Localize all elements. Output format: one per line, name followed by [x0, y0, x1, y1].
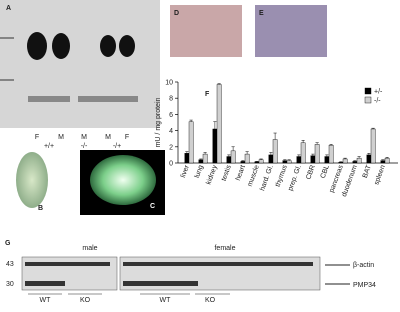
bar	[230, 150, 236, 164]
legend-label: +/-	[374, 89, 383, 96]
genotype: WT	[160, 297, 172, 304]
bar	[310, 155, 316, 164]
genotype: WT	[40, 297, 52, 304]
bar	[384, 157, 390, 164]
genotype: -/-	[81, 143, 88, 150]
bar	[258, 159, 264, 164]
bar	[188, 121, 194, 164]
bar	[216, 84, 222, 164]
genotype: KO	[80, 297, 91, 304]
x-tick-label: testis	[221, 164, 233, 182]
blot-bands	[25, 262, 313, 286]
bar	[286, 160, 292, 164]
panel-label: A	[6, 5, 11, 12]
panel-label: G	[5, 240, 11, 247]
panel-label: D	[174, 10, 179, 17]
bar	[212, 128, 218, 164]
bar	[296, 156, 302, 164]
bar	[272, 139, 278, 164]
y-tick-label: 0	[169, 161, 173, 168]
y-tick-label: 10	[165, 80, 173, 87]
y-tick-label: 8	[169, 96, 173, 103]
bar	[380, 160, 386, 164]
lane-label: M	[105, 134, 111, 141]
x-tick-label: prep. Gl.	[287, 164, 303, 192]
panel-label: E	[259, 10, 264, 17]
x-tick-label: CBR	[305, 164, 317, 180]
x-tick-label: BAT	[362, 164, 373, 179]
panel-label: C	[150, 203, 155, 210]
lane-label: M	[58, 134, 64, 141]
x-tick-label: spleen	[373, 164, 387, 186]
genotype: -/+	[113, 143, 121, 150]
bar	[282, 160, 288, 164]
group-label: male	[82, 245, 97, 252]
embryo	[90, 155, 156, 205]
bar	[268, 154, 274, 164]
bar	[352, 161, 358, 164]
bar	[314, 144, 320, 164]
bar	[356, 157, 362, 164]
y-tick-label: 4	[169, 128, 173, 135]
x-tick-label: lung	[194, 164, 205, 179]
panel-e	[255, 5, 327, 57]
legend-swatch	[364, 87, 372, 95]
panel-d	[170, 5, 242, 57]
blot-a	[0, 0, 160, 128]
lower-bands	[28, 96, 138, 102]
legend-swatch	[364, 96, 372, 104]
band-label: PMP34	[353, 282, 376, 289]
x-tick-label: liver	[180, 164, 191, 179]
bar	[300, 142, 306, 164]
size-marker: 30	[6, 281, 14, 288]
lane-label: F	[35, 134, 39, 141]
x-tick-label: muscle	[247, 164, 261, 187]
y-tick-label: 6	[169, 112, 173, 119]
lane-label: M	[81, 134, 87, 141]
bar	[244, 153, 250, 164]
bar	[184, 153, 190, 164]
bar	[324, 156, 330, 164]
x-tick-label: kidney	[205, 164, 219, 186]
genotype: KO	[205, 297, 216, 304]
y-tick-label: 2	[169, 144, 173, 151]
bar	[328, 144, 334, 164]
band-label: β-actin	[353, 262, 374, 269]
size-marker: 43	[6, 261, 14, 268]
bar	[202, 153, 208, 164]
embryo	[16, 152, 48, 208]
y-axis-label: mU / mg protein	[155, 97, 162, 147]
x-tick-label: hard. Gl.	[259, 164, 275, 192]
bands	[27, 32, 135, 60]
bar	[338, 161, 344, 164]
bar	[370, 128, 376, 164]
x-tick-label: heart	[235, 164, 247, 181]
group-label: female	[214, 245, 235, 252]
panel-label: F	[205, 91, 210, 98]
genotype: +/+	[44, 143, 54, 150]
legend-label: -/-	[374, 98, 381, 105]
bar	[342, 158, 348, 164]
bar	[366, 154, 372, 164]
x-tick-label: thymus	[275, 164, 289, 188]
lane-label: F	[125, 134, 129, 141]
x-tick-label: CBL	[320, 164, 331, 179]
panel-label: B	[38, 205, 43, 212]
bar	[198, 159, 204, 164]
bar	[254, 161, 260, 164]
bar	[240, 161, 246, 164]
bar	[226, 156, 232, 164]
